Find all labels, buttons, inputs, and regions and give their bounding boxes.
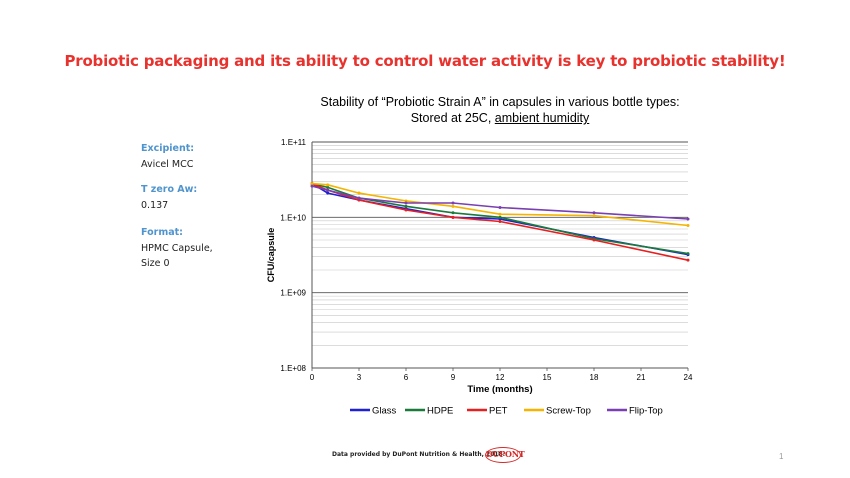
y-axis-title: CFU/capsule [266,228,276,283]
x-tick-label: 6 [404,373,409,382]
data-point [686,252,690,256]
data-point [686,223,690,227]
data-point [592,211,596,215]
data-point [451,204,455,208]
data-point [592,238,596,242]
excipient-block: Excipient: Avicel MCC [141,143,194,172]
data-point [686,217,690,221]
legend-entry: PET [489,406,508,417]
aw-value: 0.137 [141,200,169,211]
data-point [357,191,361,195]
format-value-line-1: HPMC Capsule, [141,243,213,254]
x-tick-label: 12 [496,373,505,382]
slide-headline: Probiotic packaging and its ability to c… [64,52,786,70]
x-tick-label: 24 [684,373,693,382]
data-point [310,182,314,186]
chart-title: Stability of “Probiotic Strain A” in cap… [260,94,740,126]
dupont-logo: DUPONT [485,447,525,463]
excipient-value: Avicel MCC [141,159,194,170]
x-tick-label: 9 [451,373,456,382]
y-tick-label: 1.E+10 [280,213,306,222]
x-tick-label: 21 [637,373,646,382]
data-point [404,208,408,212]
legend-entry: Screw-Top [546,406,591,417]
data-point [326,188,330,192]
series-line-hdpe [311,182,689,255]
excipient-label: Excipient: [141,143,195,154]
x-tick-label: 18 [590,373,599,382]
format-block: Format: HPMC Capsule, Size 0 [141,227,213,271]
aw-label: T zero Aw: [141,184,198,195]
stability-line-chart: 1.E+11 1.E+10 1.E+09 1.E+08 0 3 6 9 12 15 18 21 24 Ti… [266,138,693,417]
footer-credit: Data provided by DuPont Nutrition & Heal… [332,451,506,458]
x-tick-label: 0 [310,373,315,382]
data-point [686,258,690,262]
legend-entry: Glass [372,406,397,417]
data-point [592,214,596,218]
data-point [357,196,361,200]
data-point [498,206,502,210]
data-point [451,215,455,219]
data-point [404,204,408,208]
data-point [451,201,455,205]
data-point [498,212,502,216]
data-point [326,185,330,189]
chart-title-prefix: Stored at 25C, [410,111,495,125]
legend-entry: HDPE [427,406,453,417]
page-number: 1 [779,452,784,461]
series-line-flip-top [311,185,689,220]
x-axis-title: Time (months) [467,384,532,395]
y-tick-label: 1.E+08 [280,364,306,373]
data-point [498,215,502,219]
data-point [326,191,330,195]
data-point [310,184,314,188]
x-tick-label: 15 [543,373,552,382]
chart-title-underlined: ambient humidity [494,111,590,125]
format-value-line-2: Size 0 [141,258,170,269]
aw-block: T zero Aw: 0.137 [141,184,197,213]
y-tick-label: 1.E+09 [280,289,306,298]
x-tick-label: 3 [357,373,362,382]
chart-title-line-1: Stability of “Probiotic Strain A” in cap… [320,95,680,109]
data-point [498,220,502,224]
data-point [404,201,408,205]
data-point [326,183,330,187]
data-point [451,211,455,215]
format-label: Format: [141,227,183,238]
chart-title-line-2: Stored at 25C, ambient humidity [260,110,740,126]
y-tick-label: 1.E+11 [281,138,307,147]
legend-entry: Flip-Top [629,406,663,417]
